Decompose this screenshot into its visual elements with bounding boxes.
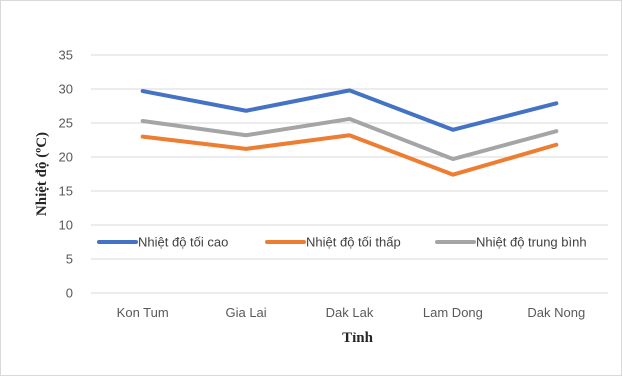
x-tick-label: Gia Lai: [225, 305, 266, 320]
gridlines: [91, 54, 608, 294]
y-axis-tick-labels: 0 5 10 15 20 25 30 35: [59, 48, 73, 301]
y-tick-label: 20: [59, 150, 73, 165]
y-tick-label: 0: [66, 286, 73, 301]
y-tick-label: 30: [59, 82, 73, 97]
legend: Nhiệt độ tối cao Nhiệt độ tối thấp Nhiệt đ…: [97, 235, 587, 250]
legend-label: Nhiệt độ trung bình: [476, 235, 587, 250]
y-tick-label: 10: [59, 218, 73, 233]
y-tick-label: 15: [59, 184, 73, 199]
x-tick-label: Kon Tum: [117, 305, 169, 320]
x-tick-label: Lam Dong: [423, 305, 483, 320]
x-tick-label: Dak Nong: [527, 305, 585, 320]
legend-label: Nhiệt độ tối cao: [138, 235, 228, 250]
series-line: [140, 116, 559, 162]
series-line: [140, 133, 559, 177]
legend-label: Nhiệt độ tối thấp: [306, 235, 401, 250]
x-axis-tick-labels: Kon Tum Gia Lai Dak Lak Lam Dong Dak Nong: [117, 305, 586, 320]
series-line: [140, 88, 559, 132]
x-axis-title: Tỉnh: [342, 330, 374, 346]
y-tick-label: 35: [59, 48, 73, 63]
y-tick-label: 25: [59, 116, 73, 131]
y-tick-label: 5: [66, 252, 73, 267]
y-axis-title: Nhiệt độ (ºC): [34, 132, 50, 216]
x-tick-label: Dak Lak: [326, 305, 374, 320]
series-lines: [140, 88, 559, 177]
